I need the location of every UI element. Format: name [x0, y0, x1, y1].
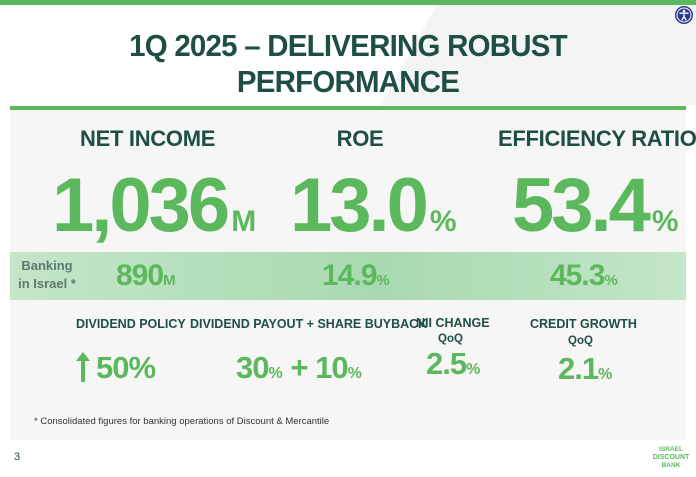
kpi-value-roe: 13.0%: [290, 163, 457, 248]
title-divider: [10, 106, 686, 110]
payout-label: DIVIDEND PAYOUT + SHARE BUYBACK: [190, 317, 428, 331]
bank-logo: ISRAEL DISCOUNT BANK: [653, 446, 690, 469]
credit-growth-qoq: QoQ: [568, 335, 593, 347]
logo-line1: ISRAEL: [659, 446, 683, 453]
kpi-unit: %: [429, 205, 457, 238]
banking-israel-label: Banking in Israel *: [18, 258, 76, 291]
kpi-label-roe: ROE: [336, 126, 384, 151]
kpi-value-net-income: 1,036 M: [52, 163, 257, 248]
background-shape: [380, 5, 696, 105]
dividend-policy-label: DIVIDEND POLICY: [76, 317, 186, 331]
page-title: 1Q 2025 – DELIVERING ROBUST PERFORMANCE: [129, 28, 567, 99]
kpi-unit: %: [651, 205, 679, 238]
banking-israel-efficiency: 45.3%: [550, 259, 618, 292]
arrow-up-icon: [76, 352, 90, 382]
banking-israel-roe: 14.9%: [322, 259, 390, 292]
footnote: * Consolidated figures for banking opera…: [34, 416, 330, 427]
credit-growth-value: 2.1%: [558, 351, 613, 386]
dividend-policy-value: 50%: [96, 350, 156, 385]
nii-change-value: 2.5%: [426, 346, 481, 381]
payout-value: 30% + 10%: [236, 350, 362, 385]
nii-change-label: NII CHANGE: [416, 316, 490, 330]
credit-growth-label: CREDIT GROWTH: [530, 317, 637, 331]
kpi-value-efficiency-ratio: 53.4%: [512, 163, 679, 248]
logo-line3: BANK: [662, 462, 681, 469]
accessibility-icon[interactable]: [674, 5, 694, 25]
kpi-unit: M: [231, 205, 257, 238]
banking-israel-band: [10, 252, 686, 300]
logo-line2: DISCOUNT: [653, 454, 690, 461]
kpi-label-net-income: NET INCOME: [80, 126, 216, 151]
nii-change-qoq: QoQ: [438, 333, 463, 345]
kpi-label-efficiency-ratio: EFFICIENCY RATIO: [498, 126, 696, 151]
banking-israel-net-income: 890M: [116, 259, 176, 292]
top-accent-bar: [0, 0, 696, 5]
page-number: 3: [14, 451, 21, 463]
